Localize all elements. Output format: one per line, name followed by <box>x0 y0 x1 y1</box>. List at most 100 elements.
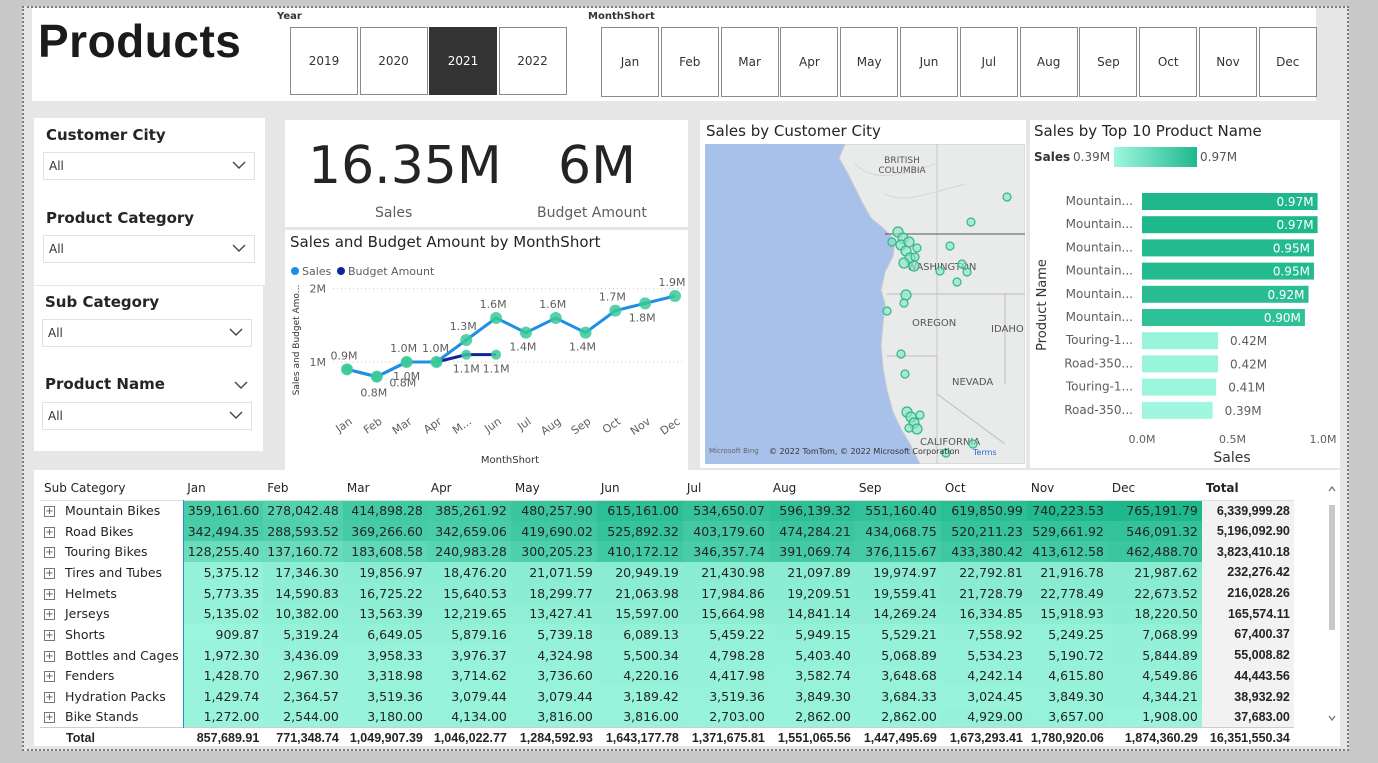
y-tick-label: 2M <box>310 283 327 296</box>
expand-plus-icon[interactable]: + <box>44 629 55 641</box>
column-header[interactable]: Dec <box>1111 480 1136 495</box>
column-header[interactable]: Oct <box>944 480 966 495</box>
chevron-down-icon[interactable] <box>234 379 248 391</box>
year-tile-2021[interactable]: 2021 <box>429 27 497 95</box>
column-header[interactable]: Apr <box>430 480 452 495</box>
x-tick-label: 0.5M <box>1219 433 1246 446</box>
row-label: Fenders <box>65 668 115 684</box>
column-header[interactable]: Total <box>1205 480 1239 495</box>
month-tile-sep[interactable]: Sep <box>1079 27 1138 97</box>
table-cell: 12,219.65 <box>426 603 511 625</box>
expand-plus-icon[interactable]: + <box>44 609 55 621</box>
expand-plus-icon[interactable]: + <box>44 567 55 579</box>
expand-plus-icon[interactable]: + <box>44 671 55 683</box>
month-tile-jul[interactable]: Jul <box>959 27 1018 97</box>
row-header[interactable]: + Road Bikes <box>40 520 184 542</box>
row-header[interactable]: + Helmets <box>40 582 184 604</box>
table-row: + Jerseys 5,135.02 10,382.00 13,563.39 12,219… <box>40 603 1294 625</box>
expand-plus-icon[interactable]: + <box>44 692 55 704</box>
table-cell: 21,987.62 <box>1107 562 1202 583</box>
row-total-cell: 5,196,092.90 <box>1201 520 1294 542</box>
budget-point <box>461 349 472 360</box>
sub-category-dropdown[interactable]: All <box>42 319 252 347</box>
bar-legend-gradient <box>1114 147 1197 167</box>
table-cell: 546,091.32 <box>1107 520 1202 542</box>
row-header[interactable]: + Fenders <box>40 665 184 687</box>
map-terms-link[interactable]: Terms <box>973 448 997 457</box>
sub-category-filter-title: Sub Category <box>45 293 160 311</box>
year-tile-2020[interactable]: 2020 <box>359 27 428 95</box>
product-category-dropdown[interactable]: All <box>43 235 255 263</box>
map-title: Sales by Customer City <box>706 122 881 140</box>
month-tile-oct[interactable]: Oct <box>1139 27 1198 97</box>
table-cell: 4,549.86 <box>1107 665 1202 687</box>
column-header[interactable]: Jul <box>686 480 702 495</box>
expand-plus-icon[interactable]: + <box>44 506 55 518</box>
column-header[interactable]: Nov <box>1030 480 1055 495</box>
row-header[interactable]: + Jerseys <box>40 603 184 625</box>
sales-data-label: 0.9M <box>331 349 358 362</box>
table-cell: 5,249.25 <box>1026 624 1108 645</box>
column-header[interactable]: Feb <box>267 480 289 495</box>
expand-plus-icon[interactable]: + <box>44 650 55 662</box>
sales-data-label: 1.7M <box>599 291 626 304</box>
table-cell: 14,841.14 <box>768 603 855 625</box>
month-tile-may[interactable]: May <box>840 27 899 97</box>
expand-plus-icon[interactable]: + <box>44 712 55 724</box>
table-cell: 4,417.98 <box>682 665 769 687</box>
month-tile-aug[interactable]: Aug <box>1019 27 1078 97</box>
year-tile-2022[interactable]: 2022 <box>498 27 567 95</box>
row-header[interactable]: + Bottles and Cages <box>40 644 184 666</box>
x-tick-label: Oct <box>600 414 624 436</box>
row-header[interactable]: + Tires and Tubes <box>40 562 184 583</box>
table-cell: 1,908.00 <box>1107 706 1202 728</box>
product-name-dropdown[interactable]: All <box>42 402 252 430</box>
matrix-corner-header[interactable]: Sub Category <box>44 480 126 495</box>
column-header[interactable]: Mar <box>346 480 370 495</box>
table-cell: 369,266.60 <box>342 520 427 542</box>
row-header[interactable]: + Hydration Packs <box>40 686 184 707</box>
table-cell: 740,223.53 <box>1026 500 1108 521</box>
customer-city-dropdown[interactable]: All <box>43 152 255 180</box>
month-tile-jun[interactable]: Jun <box>900 27 958 97</box>
column-header[interactable]: Sep <box>858 480 882 495</box>
month-tile-nov[interactable]: Nov <box>1199 27 1257 97</box>
expand-plus-icon[interactable]: + <box>44 547 55 559</box>
month-tile-jan[interactable]: Jan <box>601 27 659 97</box>
column-header[interactable]: Jan <box>187 480 206 495</box>
expand-plus-icon[interactable]: + <box>44 526 55 538</box>
chevron-down-icon <box>229 328 243 336</box>
column-header[interactable]: Jun <box>600 480 620 495</box>
table-cell: 19,974.97 <box>854 562 941 583</box>
column-header[interactable]: Aug <box>772 480 797 495</box>
month-tile-mar[interactable]: Mar <box>720 27 779 97</box>
budget-point <box>491 349 502 360</box>
sales-point <box>609 304 622 317</box>
bar-data-label: 0.41M <box>1228 381 1265 395</box>
month-tile-dec[interactable]: Dec <box>1258 27 1317 97</box>
row-header[interactable]: + Bike Stands <box>40 706 184 728</box>
row-header[interactable]: + Shorts <box>40 624 184 645</box>
table-cell: 3,714.62 <box>426 665 511 687</box>
year-tile-2019[interactable]: 2019 <box>290 27 358 95</box>
total-cell: 1,284,592.93 <box>510 727 597 744</box>
table-cell: 474,284.21 <box>768 520 855 542</box>
table-cell: 128,255.40 <box>182 541 264 563</box>
column-header[interactable]: May <box>514 480 540 495</box>
month-tile-apr[interactable]: Apr <box>780 27 839 97</box>
sales-point <box>460 334 473 346</box>
row-header[interactable]: + Touring Bikes <box>40 541 184 563</box>
bar <box>1142 216 1318 234</box>
expand-plus-icon[interactable]: + <box>44 588 55 600</box>
row-header[interactable]: + Mountain Bikes <box>40 500 184 521</box>
month-tile-feb[interactable]: Feb <box>660 27 719 97</box>
table-cell: 5,949.15 <box>768 624 855 645</box>
table-cell: 20,949.19 <box>596 562 683 583</box>
matrix-scrollbar[interactable] <box>1326 480 1338 726</box>
table-cell: 5,879.16 <box>426 624 511 645</box>
table-cell: 5,739.18 <box>510 624 597 645</box>
table-cell: 278,042.48 <box>263 500 343 521</box>
table-cell: 21,430.98 <box>682 562 769 583</box>
sales-map[interactable]: BRITISH COLUMBIA WASHINGTON OREGON IDAHO… <box>705 144 1025 464</box>
bar-category-label: Mountain... <box>1066 264 1133 278</box>
